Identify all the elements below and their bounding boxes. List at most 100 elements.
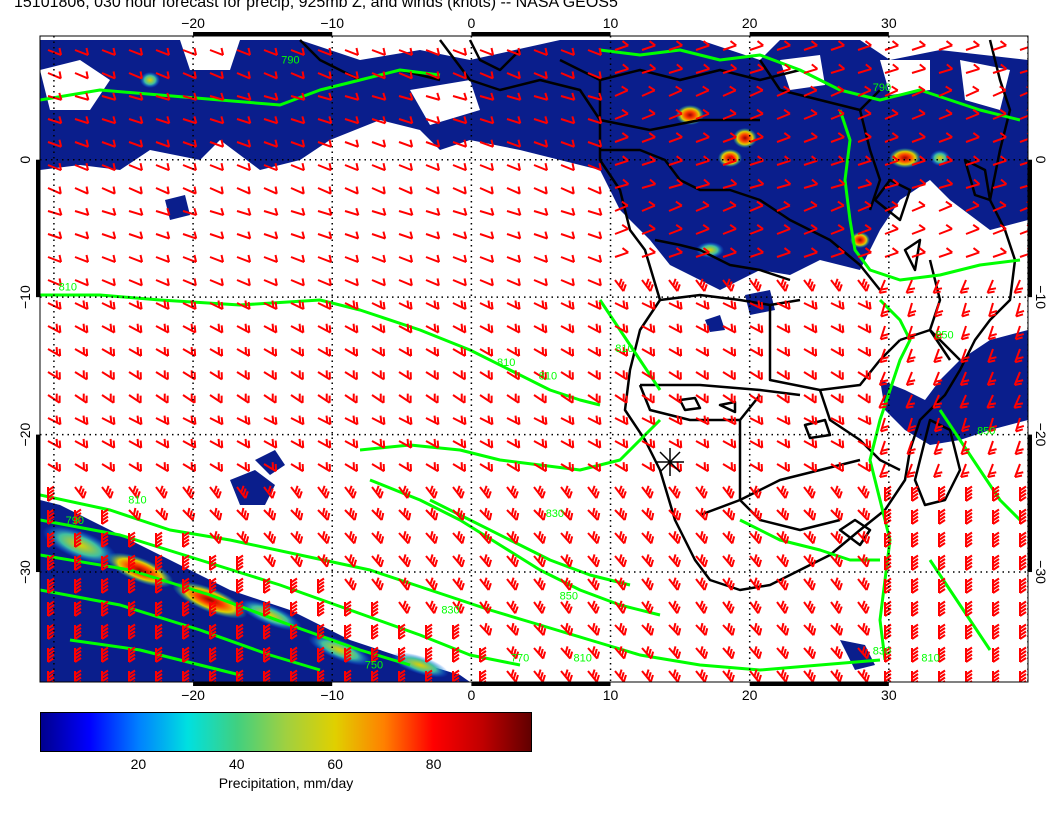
wind-barb [695, 223, 710, 235]
wind-barb [879, 440, 889, 456]
wind-barb [1019, 108, 1028, 120]
wind-barb [722, 507, 736, 521]
wind-barb [884, 178, 900, 189]
wind-barb [236, 162, 251, 172]
wind-barb [587, 554, 600, 568]
wind-barb [668, 63, 684, 74]
wind-barb [506, 278, 521, 287]
wind-barb [209, 370, 223, 381]
wind-barb [371, 323, 386, 334]
wind-barb [906, 417, 917, 433]
wind-barb [614, 200, 629, 212]
wind-barb [587, 669, 600, 682]
wind-barb [128, 370, 142, 381]
wind-barb [425, 47, 441, 56]
wind-barb [155, 623, 163, 640]
wind-barb [236, 139, 252, 148]
wind-barb [452, 415, 467, 426]
wind-barb [452, 139, 468, 148]
wind-barb [128, 162, 143, 172]
wind-barb [830, 278, 843, 292]
wind-barb [587, 231, 603, 240]
wind-barb [533, 139, 549, 148]
wind-barb [479, 393, 493, 404]
wind-barb [425, 346, 440, 357]
lon-tick-label-bottom: 0 [467, 687, 475, 703]
wind-barb [749, 530, 763, 545]
wind-barb [965, 247, 980, 258]
wind-barb [641, 346, 656, 357]
wind-barb [128, 507, 142, 521]
wind-barb [560, 139, 576, 148]
wind-barb [47, 300, 62, 311]
wind-barb [614, 485, 627, 499]
wind-barb [830, 200, 845, 212]
wind-barb [614, 462, 628, 473]
wind-barb [101, 438, 116, 449]
wind-barb [965, 485, 973, 502]
wind-barb [533, 300, 548, 311]
wind-barb [938, 646, 946, 663]
wind-barb [614, 577, 627, 591]
wind-barb [938, 108, 953, 120]
wind-barb [749, 346, 764, 357]
wind-barb [182, 71, 197, 80]
wind-barb [749, 40, 764, 51]
wind-barb [938, 63, 954, 74]
contour-label: 810 [539, 371, 557, 383]
wind-barb [857, 108, 872, 120]
wind-barb [857, 462, 871, 473]
station-marker [656, 448, 684, 476]
wind-barb [695, 600, 708, 614]
wind-barb [560, 231, 576, 240]
wind-barb [182, 393, 196, 404]
wind-barb [290, 554, 303, 568]
wind-barb [398, 554, 411, 568]
wind-barb [614, 278, 627, 292]
wind-barb [749, 85, 764, 97]
wind-barb [128, 600, 136, 617]
wind-barb [506, 47, 522, 56]
wind-barb [803, 40, 818, 51]
wind-barb [101, 531, 109, 548]
wind-barb [371, 71, 386, 80]
wind-barb [830, 577, 843, 591]
wind-barb [344, 186, 359, 195]
wind-barb [857, 669, 870, 682]
wind-barb [128, 623, 136, 640]
wind-barb [668, 438, 683, 449]
wind-barb [533, 231, 549, 240]
wind-barb [776, 507, 790, 521]
wind-barb [101, 139, 117, 148]
wind-barb [803, 247, 818, 258]
wind-barb [398, 507, 412, 521]
wind-barb [722, 40, 737, 51]
wind-barb [695, 178, 711, 189]
wind-barb [587, 507, 601, 521]
wind-barb [425, 300, 440, 311]
wind-barb [803, 85, 818, 97]
wind-barb [938, 200, 953, 212]
wind-barb [317, 254, 333, 263]
wind-barb [560, 577, 573, 591]
wind-barb [614, 393, 628, 404]
wind-barb [749, 155, 764, 166]
wind-barb [776, 600, 789, 614]
wind-barb [695, 63, 711, 74]
wind-barb [101, 92, 117, 101]
wind-barb [749, 646, 763, 660]
lat-tick-label-left: −10 [17, 285, 33, 309]
wind-barb [317, 370, 331, 381]
wind-barb [128, 47, 144, 56]
wind-barb [992, 178, 1008, 189]
wind-barb [317, 530, 331, 545]
wind-barb [344, 47, 360, 56]
wind-barb [722, 132, 737, 143]
wind-barb [290, 462, 304, 473]
wind-barb [668, 247, 683, 258]
wind-barb [857, 507, 871, 521]
wind-barb [641, 438, 656, 449]
colorbar-tick-label: 80 [425, 756, 442, 772]
wind-barb [371, 646, 379, 663]
wind-barb [209, 577, 217, 594]
